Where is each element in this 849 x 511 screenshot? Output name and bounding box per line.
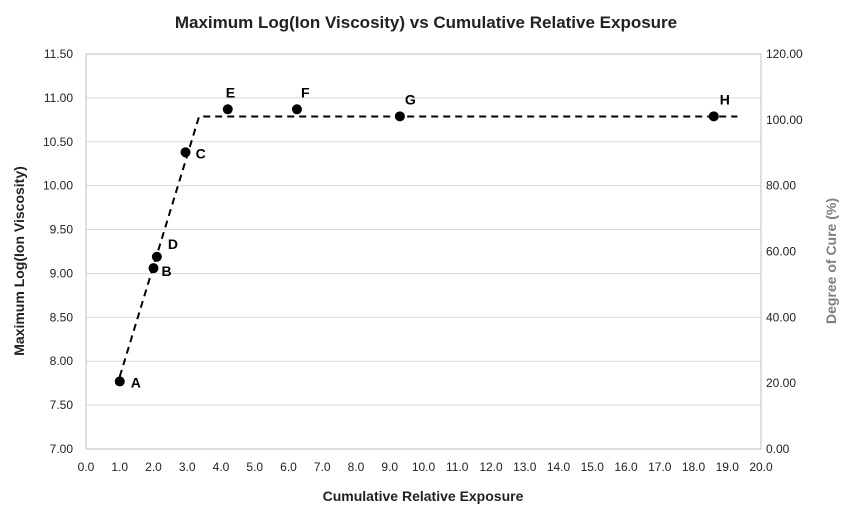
x-tick-label: 16.0 xyxy=(614,460,638,474)
data-point-E xyxy=(222,104,233,115)
y-tick-label: 11.00 xyxy=(44,91,73,105)
point-label-D: D xyxy=(168,236,178,252)
y-tick-label: 7.00 xyxy=(50,442,74,456)
y-tick-label: 11.50 xyxy=(44,47,73,61)
x-tick-label: 5.0 xyxy=(246,460,263,474)
x-tick-label: 15.0 xyxy=(581,460,605,474)
y-tick-labels: 7.00 7.50 8.00 8.50 9.00 9.50 10.00 10.50 11.00 1… xyxy=(43,47,73,456)
x-tick-label: 6.0 xyxy=(280,460,297,474)
plot-area xyxy=(85,53,762,450)
points-layer: A BD C E F G H xyxy=(114,84,730,390)
chart-title: Maximum Log(Ion Viscosity) vs Cumulative… xyxy=(175,13,677,32)
point-label-H: H xyxy=(720,91,730,107)
data-point-G xyxy=(394,111,405,122)
y2-axis-title: Degree of Cure (%) xyxy=(823,198,839,324)
x-tick-label: 9.0 xyxy=(381,460,398,474)
x-tick-label: 4.0 xyxy=(213,460,230,474)
x-tick-label: 8.0 xyxy=(348,460,365,474)
y2-tick-label: 40.00 xyxy=(766,310,796,324)
y2-tick-label: 120.00 xyxy=(766,47,803,61)
point-label-C: C xyxy=(196,145,206,161)
y2-tick-labels: 0.00 20.00 40.00 60.00 80.00 100.00 120.00 xyxy=(766,47,803,456)
x-tick-label: 1.0 xyxy=(111,460,128,474)
x-tick-label: 17.0 xyxy=(648,460,672,474)
x-tick-label: 0.0 xyxy=(78,460,95,474)
y-tick-label: 8.50 xyxy=(50,310,74,324)
trend-layer xyxy=(118,115,738,377)
y-tick-label: 8.00 xyxy=(50,354,74,368)
y2-tick-label: 0.00 xyxy=(766,442,790,456)
point-label-E: E xyxy=(226,84,235,100)
point-label-F: F xyxy=(301,84,310,100)
x-tick-label: 7.0 xyxy=(314,460,331,474)
x-tick-label: 13.0 xyxy=(513,460,537,474)
x-tick-labels: 0.0 1.0 2.0 3.0 4.0 5.0 6.0 7.0 8.0 9.0 10.0 11.0 12… xyxy=(78,460,773,474)
trend-line xyxy=(118,115,738,377)
y-tick-label: 9.00 xyxy=(50,266,74,280)
y2-tick-label: 80.00 xyxy=(766,179,796,193)
x-tick-label: 19.0 xyxy=(716,460,740,474)
y2-tick-label: 20.00 xyxy=(766,376,796,390)
x-tick-label: 18.0 xyxy=(682,460,706,474)
data-point-F xyxy=(291,104,302,115)
data-point-C xyxy=(180,147,191,158)
y2-tick-label: 60.00 xyxy=(766,245,796,259)
x-tick-label: 11.0 xyxy=(446,460,469,474)
x-tick-label: 2.0 xyxy=(145,460,162,474)
grid-lines xyxy=(86,53,761,450)
y2-tick-label: 100.00 xyxy=(766,113,803,127)
x-tick-label: 3.0 xyxy=(179,460,196,474)
point-label-G: G xyxy=(405,91,416,107)
y-tick-label: 9.50 xyxy=(50,223,74,237)
y-tick-label: 10.00 xyxy=(43,179,73,193)
data-point-A xyxy=(114,376,125,387)
data-point-B xyxy=(148,263,159,274)
data-point-H xyxy=(708,111,719,122)
x-axis-title: Cumulative Relative Exposure xyxy=(323,488,524,504)
data-point-D xyxy=(151,251,162,262)
y-tick-label: 10.50 xyxy=(43,135,73,149)
x-tick-label: 10.0 xyxy=(412,460,436,474)
x-tick-label: 14.0 xyxy=(547,460,571,474)
x-tick-label: 20.0 xyxy=(749,460,773,474)
x-tick-label: 12.0 xyxy=(479,460,503,474)
y-axis-title: Maximum Log(Ion Viscosity) xyxy=(11,166,27,356)
point-label-B: B xyxy=(162,263,172,279)
y-tick-label: 7.50 xyxy=(50,398,74,412)
point-label-A: A xyxy=(131,374,141,390)
